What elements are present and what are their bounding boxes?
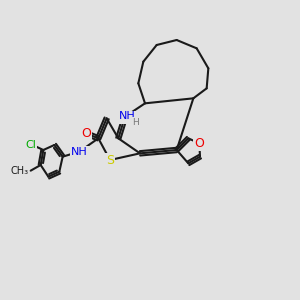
Text: N: N xyxy=(120,110,130,123)
Text: Cl: Cl xyxy=(25,140,36,150)
Text: NH: NH xyxy=(119,111,135,121)
Text: O: O xyxy=(81,127,91,140)
Text: O: O xyxy=(194,137,204,150)
Text: NH: NH xyxy=(71,147,88,157)
Text: S: S xyxy=(106,154,114,166)
Text: CH₃: CH₃ xyxy=(11,166,29,176)
Text: H: H xyxy=(132,118,138,127)
